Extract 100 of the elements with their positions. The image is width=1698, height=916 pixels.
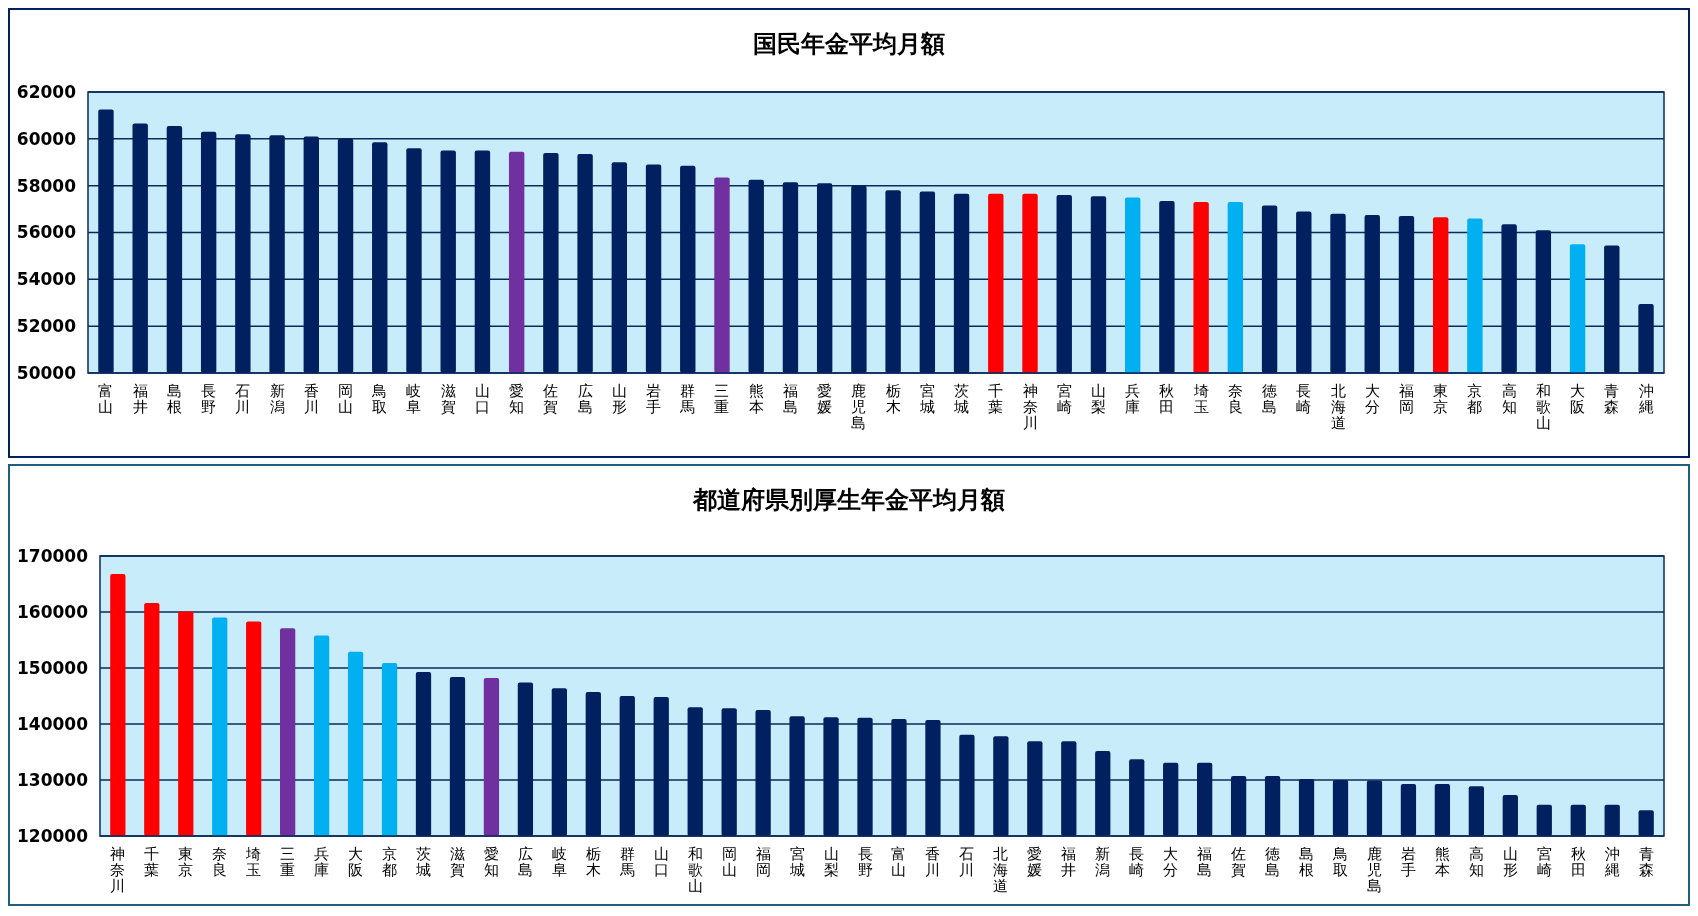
x-tick-label: 新潟 — [1095, 845, 1111, 879]
x-tick-label: 滋賀 — [440, 382, 456, 416]
x-tick-label: 兵庫 — [1125, 382, 1141, 416]
x-tick-label: 福岡 — [1398, 382, 1414, 416]
x-tick-label: 三重 — [280, 845, 296, 879]
x-tick-label: 千葉 — [144, 845, 160, 879]
x-tick-label: 富山 — [891, 845, 907, 879]
x-tick-label: 山口 — [653, 845, 669, 879]
x-tick-label: 長野 — [201, 382, 217, 416]
x-tick-label: 京都 — [1467, 382, 1483, 416]
x-tick-label: 和歌山 — [1535, 382, 1551, 432]
x-tick-label: 埼玉 — [245, 845, 262, 879]
y-tick-label: 160000 — [17, 601, 89, 622]
x-tick-label: 岡山 — [721, 845, 737, 879]
x-tick-label: 福岡 — [755, 845, 771, 879]
x-tick-label: 石川 — [959, 845, 975, 879]
x-tick-label: 福井 — [1061, 845, 1077, 879]
y-tick-label: 62000 — [16, 81, 77, 102]
y-tick-label: 130000 — [17, 769, 89, 790]
x-tick-label: 香川 — [925, 845, 941, 879]
x-tick-label: 群馬 — [679, 382, 696, 416]
y-tick-label: 54000 — [16, 269, 77, 290]
x-tick-label: 埼玉 — [1192, 382, 1209, 416]
x-tick-label: 茨城 — [415, 845, 431, 879]
x-tick-label: 山梨 — [823, 845, 839, 879]
x-tick-label: 鹿児島 — [851, 382, 867, 432]
x-tick-label: 宮城 — [788, 845, 805, 879]
x-tick-label: 茨城 — [953, 382, 970, 416]
x-tick-label: 兵庫 — [314, 845, 330, 879]
x-tick-label: 高知 — [1501, 382, 1517, 416]
x-tick-label: 岩手 — [646, 382, 662, 416]
x-tick-label: 奈良 — [1227, 382, 1243, 416]
x-tick-label: 佐賀 — [543, 382, 559, 416]
x-tick-label: 鳥取 — [1332, 845, 1348, 879]
x-tick-label: 愛媛 — [817, 382, 833, 416]
x-tick-label: 秋田 — [1159, 382, 1175, 416]
x-tick-label: 大阪 — [1570, 382, 1586, 416]
x-tick-label: 東京 — [1433, 382, 1449, 416]
y-tick-label: 140000 — [17, 713, 89, 734]
x-tick-label: 北海道 — [993, 845, 1009, 895]
x-tick-label: 宮城 — [918, 382, 935, 416]
x-tick-label: 和歌山 — [687, 845, 703, 895]
x-tick-label: 島根 — [166, 382, 182, 416]
y-tick-label: 50000 — [16, 362, 77, 383]
x-tick-label: 岩手 — [1400, 845, 1416, 879]
x-tick-label: 熊本 — [748, 382, 764, 416]
y-tick-label: 56000 — [16, 222, 77, 243]
x-tick-label: 三重 — [714, 382, 730, 416]
x-tick-label: 島根 — [1299, 845, 1315, 879]
x-tick-label: 大分 — [1163, 845, 1179, 879]
x-tick-label: 栃木 — [885, 382, 901, 416]
x-tick-label: 鹿児島 — [1366, 845, 1382, 895]
x-tick-label: 新潟 — [269, 382, 285, 416]
x-tick-label: 大分 — [1364, 382, 1380, 416]
x-tick-label: 富山 — [98, 382, 114, 416]
x-tick-label: 沖縄 — [1603, 845, 1620, 879]
x-tick-label: 徳島 — [1265, 845, 1281, 879]
y-tick-label: 150000 — [17, 657, 89, 678]
x-tick-label: 山形 — [1502, 845, 1518, 879]
x-tick-label: 愛知 — [483, 845, 499, 879]
x-tick-label: 鳥取 — [371, 382, 388, 416]
x-tick-label: 広島 — [517, 845, 533, 879]
x-tick-label: 神奈川 — [1022, 382, 1038, 432]
x-tick-label: 山形 — [611, 382, 627, 416]
x-tick-label: 福島 — [782, 382, 798, 416]
x-tick-label: 佐賀 — [1231, 845, 1247, 879]
x-tick-label: 青森 — [1604, 382, 1620, 416]
x-tick-label: 千葉 — [988, 382, 1004, 416]
x-tick-label: 石川 — [235, 382, 251, 416]
x-tick-label: 宮崎 — [1056, 382, 1072, 416]
x-tick-label: 福井 — [132, 382, 148, 416]
x-tick-label: 岡山 — [338, 382, 354, 416]
x-tick-label: 滋賀 — [449, 845, 465, 879]
x-tick-label: 京都 — [382, 845, 398, 879]
x-tick-label: 岐阜 — [406, 382, 422, 416]
x-tick-label: 広島 — [577, 382, 593, 416]
x-tick-label: 長崎 — [1129, 845, 1145, 879]
y-tick-label: 170000 — [17, 545, 89, 566]
x-tick-label: 愛知 — [509, 382, 525, 416]
x-tick-label: 福島 — [1197, 845, 1213, 879]
x-tick-label: 徳島 — [1262, 382, 1278, 416]
y-tick-label: 58000 — [16, 175, 77, 196]
x-tick-label: 愛媛 — [1027, 845, 1043, 879]
chart-title: 国民年金平均月額 — [753, 30, 945, 58]
x-tick-label: 栃木 — [585, 845, 601, 879]
x-tick-label: 山梨 — [1090, 382, 1106, 416]
y-tick-label: 60000 — [16, 128, 77, 149]
x-tick-label: 岐阜 — [551, 845, 567, 879]
x-tick-label: 沖縄 — [1637, 382, 1654, 416]
x-tick-label: 青森 — [1638, 845, 1654, 879]
x-tick-label: 宮崎 — [1536, 845, 1552, 879]
x-tick-label: 北海道 — [1330, 382, 1346, 432]
x-tick-label: 山口 — [474, 382, 490, 416]
x-tick-label: 東京 — [178, 845, 194, 879]
x-tick-label: 長崎 — [1296, 382, 1312, 416]
x-tick-label: 秋田 — [1570, 845, 1586, 879]
x-tick-label: 群馬 — [618, 845, 635, 879]
x-tick-label: 神奈川 — [110, 845, 126, 895]
x-tick-label: 高知 — [1468, 845, 1484, 879]
x-tick-label: 長野 — [857, 845, 873, 879]
